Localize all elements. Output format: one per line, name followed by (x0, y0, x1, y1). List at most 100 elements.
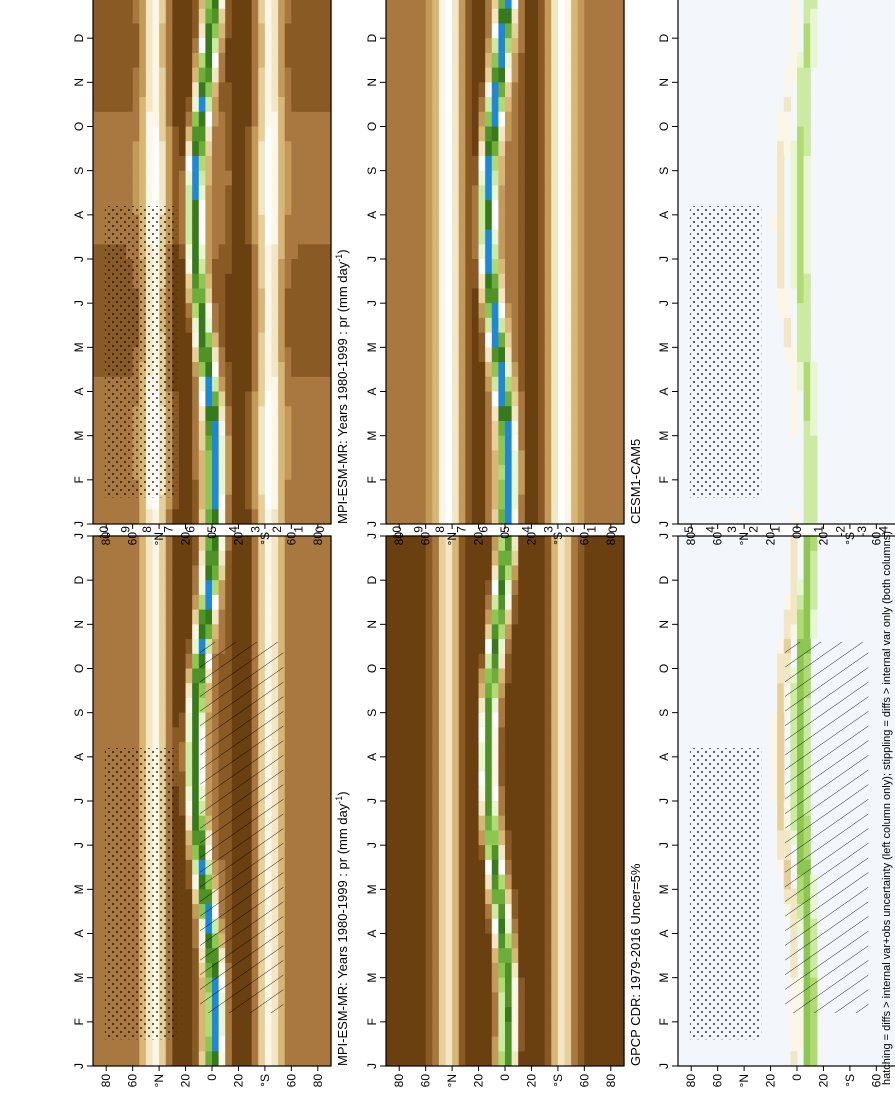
heat-cell (132, 653, 140, 669)
heat-cell (258, 37, 266, 53)
heat-cell (531, 214, 539, 230)
heat-cell (518, 741, 526, 757)
heat-cell (225, 96, 233, 112)
heat-cell (412, 1006, 420, 1022)
heat-cell (225, 376, 233, 392)
heat-cell (284, 287, 292, 304)
heat-cell (617, 579, 625, 595)
heat-cell (538, 579, 546, 595)
heat-cell (478, 170, 486, 186)
heat-cell (471, 697, 480, 713)
heat-cell (498, 1050, 506, 1066)
heat-cell (438, 449, 447, 466)
heat-cell (284, 594, 292, 610)
heat-cell (185, 52, 193, 68)
heat-cell (610, 449, 618, 466)
heat-cell (571, 550, 579, 566)
heat-cell (386, 609, 394, 625)
heat-cell (590, 682, 599, 698)
heat-cell (278, 550, 286, 566)
month-label: S (365, 709, 379, 717)
heat-cell (311, 449, 319, 466)
heat-cell (610, 228, 618, 245)
heat-cell (564, 697, 572, 713)
heat-cell (178, 228, 187, 245)
heat-cell (425, 918, 433, 934)
heat-cell (192, 815, 200, 831)
heat-cell (311, 932, 319, 949)
heat-cell (604, 420, 612, 436)
heat-cell (617, 726, 625, 743)
heat-cell (212, 535, 220, 551)
heat-cell (251, 96, 259, 112)
heat-cell (145, 508, 154, 524)
heat-cell (571, 317, 579, 333)
heat-cell (178, 199, 187, 215)
heat-cell (126, 594, 134, 610)
heat-cell (218, 37, 226, 53)
heat-cell (278, 317, 286, 333)
heat-cell (577, 199, 585, 215)
heat-cell (192, 449, 200, 466)
heat-cell (551, 405, 559, 421)
heat-cell (405, 317, 414, 333)
heat-cell (531, 550, 539, 566)
heat-cell (538, 214, 546, 230)
heat-cell (172, 1035, 180, 1052)
heat-cell (597, 535, 605, 551)
heat-cell (251, 1050, 259, 1066)
heat-cell (478, 977, 486, 993)
heat-cell (392, 273, 400, 289)
heat-cell (412, 1050, 420, 1066)
heat-cell (392, 726, 400, 743)
heat-cell (505, 756, 513, 772)
heat-cell (205, 449, 213, 466)
heat-cell (577, 844, 585, 860)
heat-cell (399, 682, 407, 698)
heat-cell (557, 609, 566, 625)
heat-cell (192, 726, 200, 743)
heat-cell (386, 859, 394, 875)
heat-cell (405, 726, 414, 743)
heat-cell (178, 332, 187, 348)
heat-cell (152, 579, 160, 595)
heat-cell (577, 405, 585, 421)
heat-cell (392, 682, 400, 698)
heat-cell (178, 844, 187, 860)
heat-cell (284, 859, 292, 875)
heat-cell (557, 1021, 566, 1037)
heat-cell (485, 785, 493, 801)
heat-cell (304, 405, 312, 421)
month-label: N (72, 620, 86, 629)
heat-cell (577, 785, 585, 801)
heat-cell (185, 579, 193, 595)
heat-cell (392, 493, 400, 510)
heat-cell (571, 932, 579, 949)
heat-cell (198, 1050, 206, 1066)
heat-cell (264, 376, 273, 392)
heat-cell (278, 390, 286, 407)
heat-cell (498, 697, 506, 713)
heat-cell (324, 228, 332, 245)
heat-cell (245, 273, 253, 289)
heat-cell (564, 918, 572, 934)
heat-cell (178, 918, 187, 934)
heat-cell (225, 52, 233, 68)
heat-cell (438, 991, 447, 1008)
heat-cell (610, 623, 618, 640)
heat-cell (284, 947, 292, 963)
heat-cell (584, 170, 592, 186)
heat-cell (324, 435, 332, 451)
heat-cell (452, 346, 460, 363)
heat-cell (617, 287, 625, 304)
heat-cell (557, 287, 566, 304)
heat-cell (106, 712, 114, 728)
heat-cell (251, 1035, 259, 1052)
heat-cell (405, 962, 414, 978)
heat-cell (291, 991, 299, 1008)
heat-cell (524, 376, 533, 392)
heat-cell (132, 170, 140, 186)
heat-cell (112, 8, 121, 24)
heat-cell (271, 464, 279, 480)
heat-cell (458, 405, 466, 421)
